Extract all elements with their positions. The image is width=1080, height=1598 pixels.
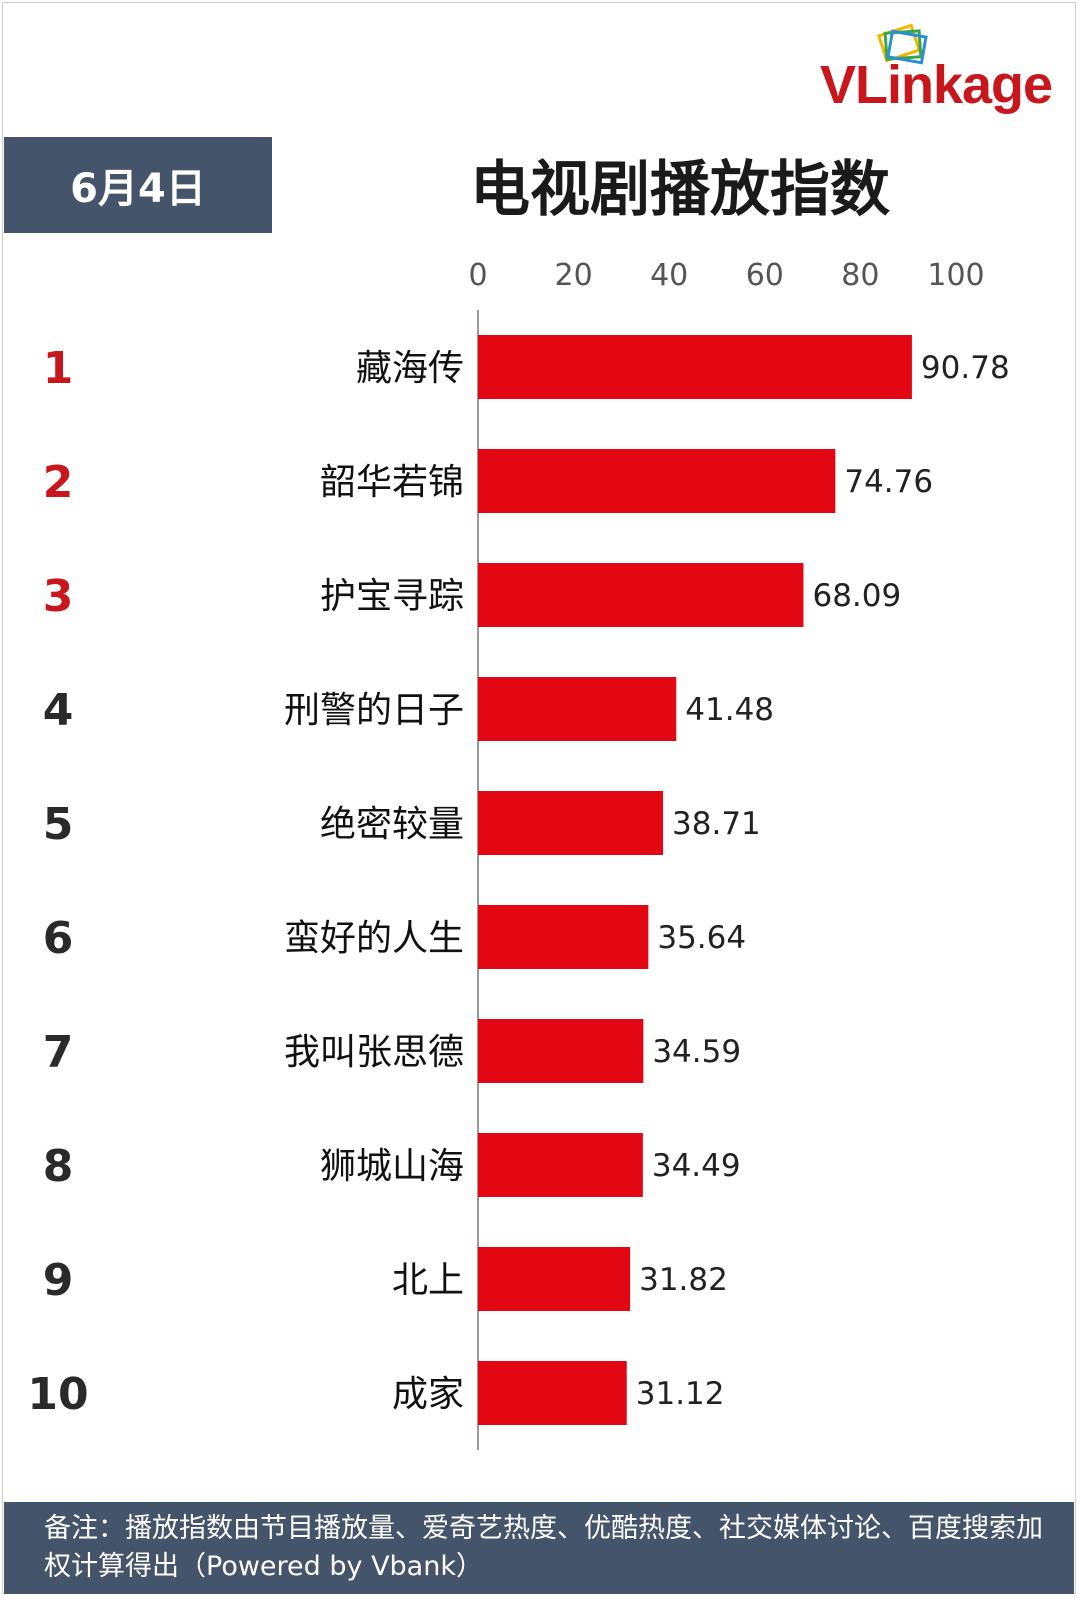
rank-label: 3 [43,571,74,622]
x-tick-label: 40 [650,258,688,293]
category-label: 北上 [392,1260,464,1301]
logo-text: VLinkage [820,55,1053,115]
value-label: 41.48 [685,692,774,728]
bar [478,1247,631,1311]
x-tick-label: 20 [555,258,593,293]
bar [478,563,804,627]
bar [478,449,836,513]
rank-label: 6 [43,913,74,964]
category-label: 藏海传 [356,348,464,389]
category-label: 狮城山海 [320,1146,464,1187]
bar [478,1019,644,1083]
bar [478,905,649,969]
category-label: 我叫张思德 [284,1032,464,1073]
rank-label: 9 [43,1255,74,1306]
category-label: 成家 [392,1374,464,1415]
rank-label: 1 [43,343,74,394]
bar [478,1133,643,1197]
category-label: 绝密较量 [320,804,464,845]
rank-label: 8 [43,1141,74,1192]
value-label: 31.12 [636,1376,725,1412]
bar [478,335,912,399]
value-label: 74.76 [844,464,933,500]
x-tick-label: 60 [746,258,784,293]
rank-label: 4 [43,685,74,736]
value-label: 34.59 [652,1034,741,1070]
category-label: 蛮好的人生 [284,918,464,959]
category-label: 护宝寻踪 [320,576,464,617]
x-tick-label: 100 [927,258,984,293]
bar [478,791,664,855]
chart-title: 电视剧播放指数 [470,155,890,225]
bar [478,677,677,741]
bar-chart: 0 20 40 60 80 100 1 藏海传 90.78 2 韶华若锦 74.76 3 护宝寻踪 68.0… [27,258,1010,1450]
value-label: 35.64 [657,920,746,956]
value-label: 68.09 [812,578,901,614]
rank-label: 5 [43,799,74,850]
rank-label: 10 [27,1369,88,1420]
x-tick-label: 0 [468,258,487,293]
rank-label: 2 [43,457,74,508]
logo-cards-icon [876,23,928,65]
category-label: 刑警的日子 [284,690,464,731]
category-label: 韶华若锦 [320,462,464,503]
value-label: 38.71 [672,806,761,842]
value-label: 31.82 [639,1262,728,1298]
x-tick-label: 80 [841,258,879,293]
bar [478,1361,627,1425]
value-label: 90.78 [921,350,1010,386]
rank-label: 7 [43,1027,74,1078]
vlinkage-logo: VLinkage [820,22,1070,117]
value-label: 34.49 [652,1148,741,1184]
date-banner: 6月4日 [4,137,272,233]
footer-note: 备注：播放指数由节目播放量、爱奇艺热度、优酷热度、社交媒体讨论、百度搜索加权计算… [4,1502,1074,1594]
